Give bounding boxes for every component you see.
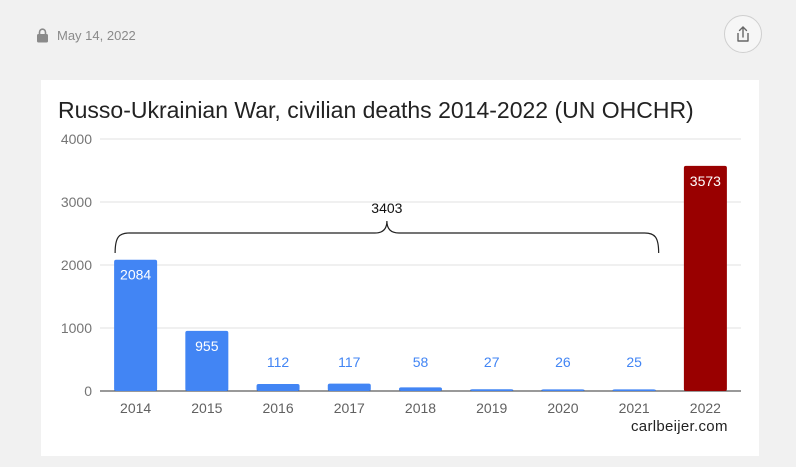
bar <box>327 383 371 391</box>
x-tick-label: 2017 <box>334 400 365 416</box>
y-tick-label: 3000 <box>61 194 92 210</box>
data-label: 27 <box>484 354 500 370</box>
y-tick-label: 0 <box>84 383 92 399</box>
x-tick-label: 2018 <box>405 400 436 416</box>
share-button[interactable] <box>724 15 762 53</box>
annotation-label: 3403 <box>371 200 402 216</box>
bar <box>683 165 727 391</box>
x-tick-label: 2022 <box>690 400 721 416</box>
bar <box>399 387 442 391</box>
data-label: 955 <box>195 338 219 354</box>
chart-card: Russo-Ukrainian War, civilian deaths 201… <box>41 80 759 456</box>
bar <box>541 389 585 391</box>
annotation-brace <box>114 220 660 254</box>
share-icon <box>737 26 749 42</box>
data-label: 3573 <box>690 173 721 189</box>
chart-title: Russo-Ukrainian War, civilian deaths 201… <box>58 97 694 123</box>
bar-chart: 0 1000 2000 3000 4000 2084 2014 955 2015 112 2016 1… <box>61 131 741 416</box>
data-label: 2084 <box>120 267 151 283</box>
x-tick-label: 2015 <box>191 400 222 416</box>
bar <box>256 383 300 391</box>
x-tick-label: 2021 <box>619 400 650 416</box>
data-label: 58 <box>413 354 429 370</box>
y-tick-label: 1000 <box>61 320 92 336</box>
y-tick-label: 4000 <box>61 131 92 147</box>
post-date: May 14, 2022 <box>57 28 136 43</box>
x-tick-label: 2019 <box>476 400 507 416</box>
x-tick-label: 2016 <box>262 400 293 416</box>
data-label: 112 <box>267 354 290 370</box>
data-label: 117 <box>338 354 361 370</box>
bar <box>612 389 656 391</box>
credit-text: carlbeijer.com <box>631 418 728 435</box>
x-tick-label: 2020 <box>547 400 578 416</box>
post-meta: May 14, 2022 <box>36 28 136 43</box>
lock-icon <box>37 28 48 43</box>
bar <box>114 259 158 391</box>
x-tick-label: 2014 <box>120 400 151 416</box>
bar <box>185 330 229 391</box>
data-label: 26 <box>555 354 571 370</box>
y-tick-label: 2000 <box>61 257 92 273</box>
data-label: 25 <box>626 354 642 370</box>
bar <box>470 389 514 391</box>
